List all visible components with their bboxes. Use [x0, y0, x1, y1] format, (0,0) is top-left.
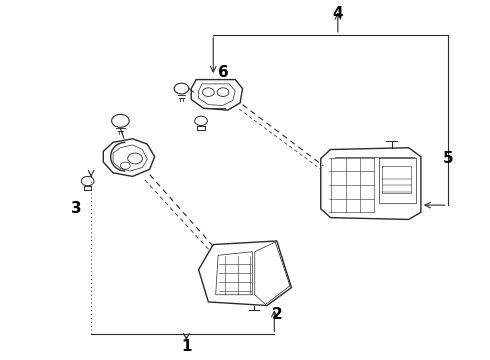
Text: 6: 6	[218, 65, 228, 80]
Text: 5: 5	[442, 151, 453, 166]
Text: 3: 3	[71, 201, 82, 216]
Text: 1: 1	[181, 339, 192, 354]
Text: 2: 2	[271, 307, 282, 322]
Text: 4: 4	[333, 6, 343, 21]
